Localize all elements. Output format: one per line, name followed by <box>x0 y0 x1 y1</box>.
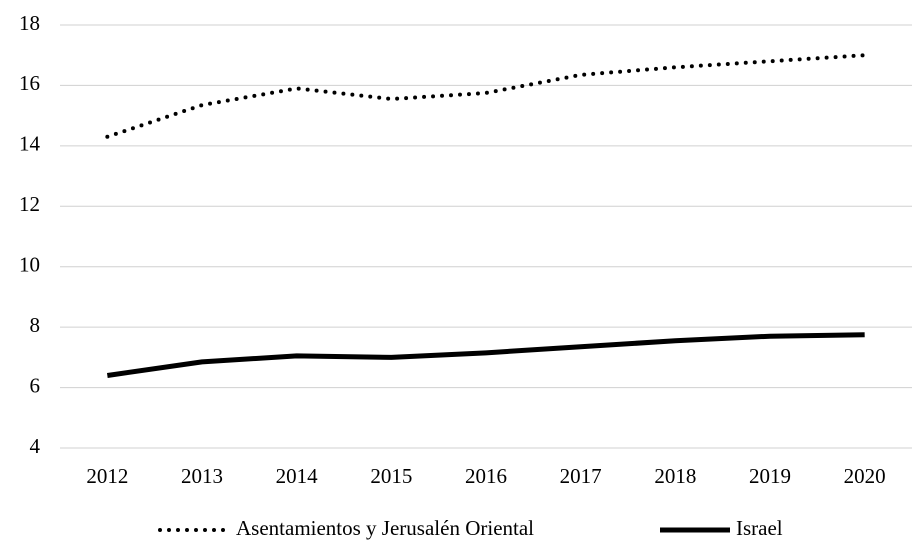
y-tick-label: 16 <box>19 71 40 95</box>
y-tick-label: 12 <box>19 192 40 216</box>
x-tick-label: 2012 <box>86 464 128 488</box>
x-tick-label: 2016 <box>465 464 507 488</box>
x-tick-label: 2019 <box>749 464 791 488</box>
y-tick-label: 6 <box>30 373 41 397</box>
x-tick-label: 2014 <box>276 464 319 488</box>
x-tick-label: 2017 <box>560 464 602 488</box>
x-tick-label: 2018 <box>654 464 696 488</box>
x-tick-label: 2015 <box>370 464 412 488</box>
x-tick-label: 2013 <box>181 464 223 488</box>
series-line <box>106 332 865 378</box>
y-tick-label: 4 <box>30 434 41 458</box>
y-tick-label: 18 <box>19 11 40 35</box>
legend-label: Asentamientos y Jerusalén Oriental <box>236 516 534 540</box>
legend-label: Israel <box>736 516 783 540</box>
y-tick-label: 8 <box>30 313 41 337</box>
series-line <box>105 53 867 139</box>
y-tick-label: 14 <box>19 132 41 156</box>
x-tick-label: 2020 <box>844 464 886 488</box>
y-tick-label: 10 <box>19 253 40 277</box>
